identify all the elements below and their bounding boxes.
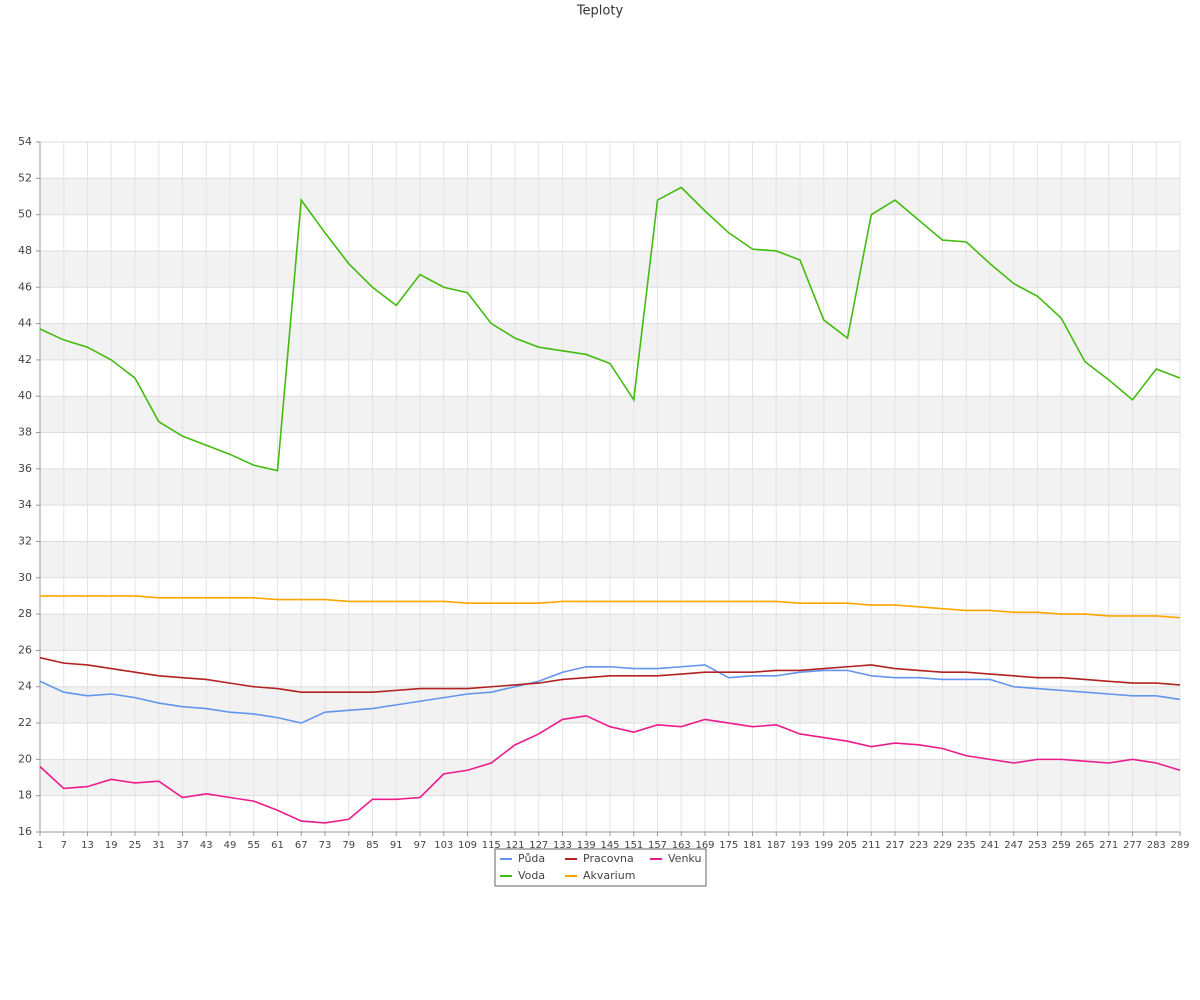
x-tick-label: 157 — [648, 840, 667, 851]
x-tick-label: 217 — [885, 840, 904, 851]
x-tick-label: 193 — [790, 840, 809, 851]
x-tick-label: 223 — [909, 840, 928, 851]
x-tick-label: 235 — [957, 840, 976, 851]
legend-label: Voda — [518, 869, 545, 882]
x-tick-label: 277 — [1123, 840, 1142, 851]
y-tick-label: 28 — [18, 607, 32, 620]
x-tick-label: 25 — [129, 840, 142, 851]
x-tick-label: 163 — [672, 840, 691, 851]
x-tick-label: 13 — [81, 840, 94, 851]
x-tick-label: 199 — [814, 840, 833, 851]
x-tick-label: 67 — [295, 840, 308, 851]
y-tick-label: 32 — [18, 534, 32, 547]
y-tick-label: 44 — [18, 317, 32, 330]
series-line — [39, 714, 1181, 824]
x-tick-label: 205 — [838, 840, 857, 851]
x-tick-label: 121 — [505, 840, 524, 851]
series-line — [39, 656, 1181, 693]
x-tick-label: 211 — [862, 840, 881, 851]
y-tick-label: 36 — [18, 462, 32, 475]
legend-label: Půda — [518, 852, 545, 865]
x-tick-label: 247 — [1004, 840, 1023, 851]
series-line — [39, 664, 1181, 724]
y-tick-label: 30 — [18, 571, 32, 584]
legend-label: Pracovna — [583, 852, 634, 865]
x-tick-label: 19 — [105, 840, 118, 851]
x-tick-label: 79 — [342, 840, 355, 851]
series-line — [40, 595, 1181, 619]
x-tick-label: 115 — [482, 840, 501, 851]
y-tick-label: 20 — [18, 752, 32, 765]
x-tick-label: 271 — [1099, 840, 1118, 851]
y-tick-label: 52 — [18, 171, 32, 184]
x-tick-label: 127 — [529, 840, 548, 851]
x-tick-label: 55 — [247, 840, 260, 851]
y-tick-label: 34 — [18, 498, 32, 511]
y-tick-label: 26 — [18, 643, 32, 656]
x-tick-label: 289 — [1170, 840, 1189, 851]
x-tick-label: 7 — [61, 840, 67, 851]
x-tick-label: 49 — [224, 840, 237, 851]
x-tick-label: 85 — [366, 840, 379, 851]
legend-label: Akvarium — [583, 869, 635, 882]
x-tick-label: 103 — [434, 840, 453, 851]
x-tick-label: 31 — [152, 840, 165, 851]
x-tick-label: 43 — [200, 840, 213, 851]
x-tick-label: 151 — [624, 840, 643, 851]
y-tick-label: 54 — [18, 135, 32, 148]
y-tick-label: 16 — [18, 825, 32, 838]
x-tick-label: 91 — [390, 840, 403, 851]
y-tick-label: 50 — [18, 208, 32, 221]
x-tick-label: 37 — [176, 840, 189, 851]
x-tick-label: 73 — [319, 840, 332, 851]
x-tick-label: 61 — [271, 840, 284, 851]
x-tick-label: 229 — [933, 840, 952, 851]
y-tick-label: 22 — [18, 716, 32, 729]
y-tick-label: 48 — [18, 244, 32, 257]
x-tick-label: 181 — [743, 840, 762, 851]
x-tick-label: 1 — [37, 840, 43, 851]
x-tick-label: 187 — [767, 840, 786, 851]
legend-box — [494, 848, 707, 887]
x-tick-label: 97 — [414, 840, 427, 851]
series-line — [39, 186, 1181, 472]
x-tick-label: 169 — [695, 840, 714, 851]
x-tick-label: 139 — [577, 840, 596, 851]
x-tick-label: 109 — [458, 840, 477, 851]
x-tick-label: 283 — [1147, 840, 1166, 851]
x-tick-label: 265 — [1075, 840, 1094, 851]
y-tick-label: 38 — [18, 426, 32, 439]
x-tick-label: 145 — [600, 840, 619, 851]
x-tick-label: 259 — [1052, 840, 1071, 851]
legend-label: Venku — [668, 852, 701, 865]
y-tick-label: 42 — [18, 353, 32, 366]
y-tick-label: 24 — [18, 680, 32, 693]
x-tick-label: 241 — [980, 840, 999, 851]
y-tick-label: 40 — [18, 389, 32, 402]
x-tick-label: 175 — [719, 840, 738, 851]
x-tick-label: 133 — [553, 840, 572, 851]
chart-title: Teploty — [576, 4, 624, 19]
x-tick-label: 253 — [1028, 840, 1047, 851]
y-tick-label: 18 — [18, 789, 32, 802]
y-tick-label: 46 — [18, 280, 32, 293]
